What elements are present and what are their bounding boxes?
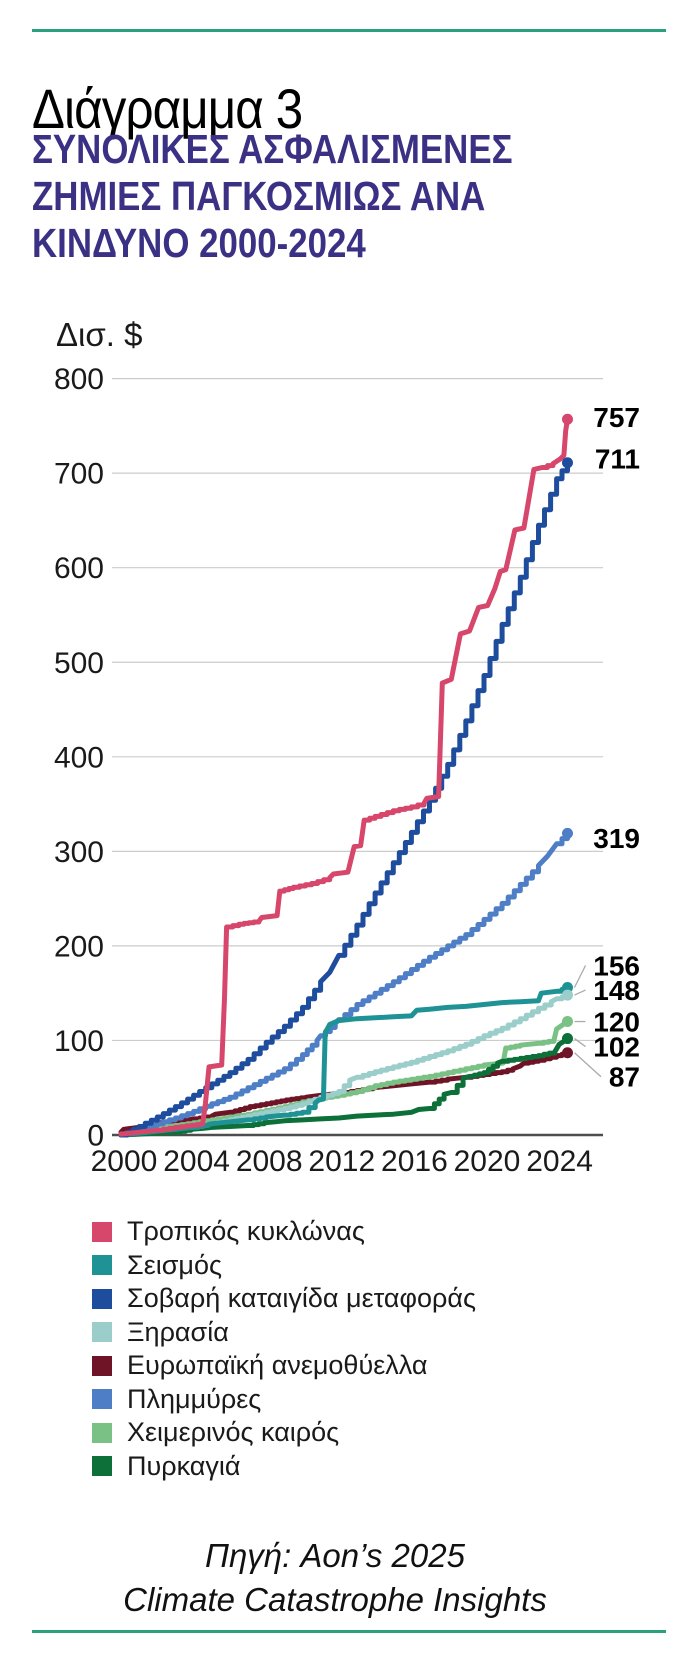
series-end-value-label: 102 <box>593 1031 640 1062</box>
series-end-dot-6 <box>561 827 573 839</box>
legend-swatch <box>92 1221 112 1242</box>
top-accent-rule <box>32 29 666 32</box>
x-tick-label: 2020 <box>454 1145 521 1178</box>
subtitle-line-1: ΣΥΝΟΛΙΚΕΣ ΑΣΦΑΛΙΣΜΕΝΕΣ <box>32 126 513 172</box>
legend-swatch <box>92 1255 112 1276</box>
series-line-8 <box>118 1036 570 1138</box>
legend-swatch <box>92 1456 112 1477</box>
legend-item-7: Χειμερινός καιρός <box>92 1416 476 1450</box>
chart-subtitle: ΣΥΝΟΛΙΚΕΣ ΑΣΦΑΛΙΣΜΕΝΕΣ ΖΗΜΙΕΣ ΠΑΓΚΟΣΜΙΩΣ… <box>32 126 513 267</box>
legend-swatch <box>92 1355 112 1376</box>
y-tick-label: 0 <box>87 1120 104 1153</box>
y-axis-unit-label: Δισ. $ <box>56 316 142 353</box>
legend-swatch <box>92 1389 112 1410</box>
legend-item-1: Τροπικός κυκλώνας <box>92 1215 476 1249</box>
series-end-dot-1 <box>561 413 573 425</box>
series-end-dot-7 <box>561 1016 573 1028</box>
legend-swatch <box>92 1288 112 1309</box>
series-end-dot-5 <box>561 1047 573 1059</box>
legend-item-5: Ευρωπαϊκή ανεμοθύελλα <box>92 1349 476 1383</box>
legend-item-4: Ξηρασία <box>92 1316 476 1350</box>
bottom-accent-rule <box>32 1630 666 1633</box>
series-line-3 <box>118 460 570 1138</box>
x-tick-label: 2004 <box>163 1145 230 1178</box>
series-end-dot-4 <box>561 989 573 1001</box>
legend-label: Πλημμύρες <box>127 1383 262 1414</box>
y-tick-label: 500 <box>54 647 104 680</box>
page-title: Διάγραμμα 3 <box>32 76 303 140</box>
legend-swatch <box>92 1422 112 1443</box>
series-end-value-label: 87 <box>609 1062 640 1093</box>
y-tick-label: 700 <box>54 458 104 491</box>
source-line-2: Climate Catastrophe Insights <box>123 1581 547 1618</box>
y-tick-label: 600 <box>54 552 104 585</box>
y-tick-label: 300 <box>54 836 104 869</box>
legend-label: Σεισμός <box>127 1249 222 1280</box>
subtitle-line-2: ΖΗΜΙΕΣ ΠΑΓΚΟΣΜΙΩΣ ΑΝΑ <box>32 173 486 219</box>
chart-legend: Τροπικός κυκλώνας Σεισμός Σοβαρή καταιγίδα… <box>92 1215 476 1483</box>
series-end-value-label: 148 <box>593 975 640 1006</box>
legend-label: Τροπικός κυκλώνας <box>127 1216 365 1247</box>
legend-label: Χειμερινός καιρός <box>127 1417 340 1448</box>
series-end-value-label: 120 <box>593 1006 640 1037</box>
legend-item-8: Πυρκαγιά <box>92 1450 476 1484</box>
series-end-value-label: 156 <box>593 950 640 981</box>
legend-item-3: Σοβαρή καταιγίδα μεταφοράς <box>92 1282 476 1316</box>
label-leader-line <box>574 1038 586 1048</box>
x-tick-label: 2008 <box>236 1145 303 1178</box>
y-tick-label: 400 <box>54 741 104 774</box>
x-tick-label: 2024 <box>526 1145 593 1178</box>
series-end-value-label: 711 <box>595 444 640 475</box>
legend-swatch <box>92 1322 112 1343</box>
label-leader-line <box>573 965 587 988</box>
series-end-value-label: 319 <box>593 823 640 854</box>
legend-label: Σοβαρή καταιγίδα μεταφοράς <box>127 1283 477 1314</box>
label-leader-line <box>574 1052 602 1078</box>
series-line-2 <box>118 985 570 1138</box>
series-end-dot-2 <box>561 982 573 994</box>
series-end-dot-8 <box>561 1033 573 1045</box>
label-leader-line <box>574 989 586 996</box>
source-attribution: Πηγή: Aon’s 2025 Climate Catastrophe Ins… <box>0 1534 670 1622</box>
legend-label: Ξηρασία <box>127 1316 229 1347</box>
series-end-value-label: 757 <box>593 402 640 433</box>
series-line-1 <box>118 416 570 1137</box>
legend-label: Πυρκαγιά <box>127 1450 241 1481</box>
source-line-1: Πηγή: Aon’s 2025 <box>205 1537 465 1574</box>
y-tick-label: 200 <box>54 930 104 963</box>
series-end-dot-3 <box>561 457 573 469</box>
y-tick-label: 800 <box>54 363 104 396</box>
legend-item-2: Σεισμός <box>92 1249 476 1283</box>
x-tick-label: 2000 <box>91 1145 158 1178</box>
legend-item-6: Πλημμύρες <box>92 1383 476 1417</box>
subtitle-line-3: ΚΙΝΔΥΝΟ 2000-2024 <box>32 220 366 266</box>
legend-label: Ευρωπαϊκή ανεμοθύελλα <box>127 1350 428 1381</box>
y-tick-label: 100 <box>54 1025 104 1058</box>
x-tick-label: 2012 <box>308 1145 375 1178</box>
x-tick-label: 2016 <box>381 1145 448 1178</box>
